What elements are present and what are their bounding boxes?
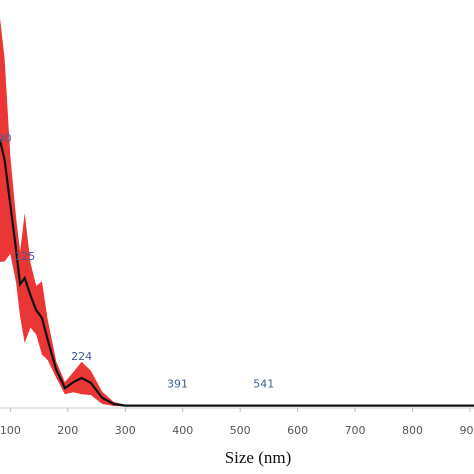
peak-label: 391 bbox=[167, 378, 188, 391]
peak-label: 125 bbox=[14, 250, 35, 263]
peak-label: 224 bbox=[71, 350, 92, 363]
x-tick-label: 400 bbox=[172, 424, 193, 437]
x-tick-label: 100 bbox=[0, 424, 21, 437]
x-tick-label: 500 bbox=[230, 424, 251, 437]
x-tick-label: 700 bbox=[345, 424, 366, 437]
error-band bbox=[0, 18, 474, 407]
x-tick-label: 600 bbox=[287, 424, 308, 437]
peak-label: 90 bbox=[0, 132, 12, 145]
x-tick-label: 900 bbox=[459, 424, 474, 437]
peak-label: 541 bbox=[253, 378, 274, 391]
x-tick-label: 300 bbox=[115, 424, 136, 437]
x-tick-label: 200 bbox=[57, 424, 78, 437]
x-tick-label: 800 bbox=[402, 424, 423, 437]
line bbox=[0, 139, 474, 407]
x-axis-label: Size (nm) bbox=[225, 448, 292, 467]
